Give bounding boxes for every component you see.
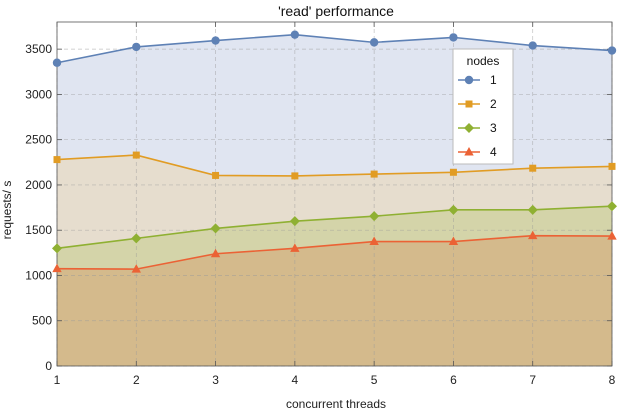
point-series-4 [448, 236, 459, 246]
point-series-3 [607, 201, 617, 212]
y-tick-label: 2000 [25, 178, 52, 192]
line-series-3 [56, 205, 613, 250]
point-series-4 [528, 230, 538, 240]
chart-title: 'read' performance [278, 3, 394, 19]
legend-label: 1 [490, 73, 497, 87]
point-series-3 [52, 243, 62, 254]
point-series-3 [448, 204, 459, 215]
point-series-3 [289, 216, 300, 227]
point-series-4 [131, 264, 141, 273]
x-axis-label: concurrent threads [286, 397, 386, 411]
point-series-3 [369, 211, 380, 222]
point-series-2 [608, 162, 616, 170]
legend-marker [464, 75, 474, 85]
y-tick-label: 1500 [25, 223, 52, 237]
point-series-3 [210, 223, 221, 234]
x-tick-label: 2 [133, 373, 140, 387]
point-series-1 [52, 58, 62, 67]
legend-marker [465, 100, 473, 108]
line-series-1 [56, 33, 613, 64]
y-axis-label: requests/ s [0, 181, 14, 240]
point-series-1 [211, 36, 220, 45]
legend-label: 4 [490, 145, 497, 159]
y-tick-label: 3000 [25, 87, 52, 101]
x-tick-label: 1 [54, 373, 61, 387]
point-series-1 [607, 46, 617, 55]
point-series-2 [212, 171, 220, 179]
point-series-1 [132, 42, 141, 52]
legend-label: 2 [490, 97, 497, 111]
x-tick-label: 6 [450, 373, 457, 387]
point-series-1 [528, 41, 537, 50]
legend-title: nodes [467, 54, 500, 68]
legend-marker [464, 147, 474, 156]
legend-marker [464, 123, 474, 133]
x-tick-label: 5 [371, 373, 378, 387]
point-series-4 [210, 248, 221, 258]
point-series-2 [370, 170, 378, 178]
point-series-3 [131, 233, 142, 244]
point-series-2 [449, 168, 457, 176]
point-series-4 [52, 263, 62, 273]
point-series-4 [290, 243, 300, 252]
legend: nodes 1 2 3 4 [452, 48, 514, 165]
y-tick-label: 1000 [25, 268, 52, 282]
x-tick-label: 7 [529, 373, 536, 387]
point-series-2 [53, 156, 61, 164]
point-series-1 [369, 38, 379, 47]
point-series-1 [449, 33, 458, 42]
point-series-2 [291, 172, 299, 180]
y-tick-label: 0 [45, 359, 52, 373]
plot-area: 0 500 1000 1500 2000 2500 3000 3500 1 2 3 4 5 6 7 8 [25, 21, 617, 387]
plot-frame [56, 21, 613, 367]
y-tick-label: 2500 [25, 133, 52, 147]
line-series-4 [56, 234, 613, 270]
y-tick-label: 3500 [25, 42, 52, 56]
legend-label: 3 [490, 121, 497, 135]
point-series-4 [607, 231, 617, 240]
point-series-1 [290, 30, 300, 39]
line-series-2 [56, 154, 613, 177]
area-series-4 [57, 235, 612, 366]
point-series-2 [132, 151, 140, 159]
point-series-3 [527, 204, 538, 215]
legend-box [452, 48, 514, 165]
x-tick-label: 3 [212, 373, 219, 387]
y-tick-label: 500 [32, 314, 52, 328]
point-series-2 [529, 164, 537, 172]
x-tick-label: 8 [609, 373, 616, 387]
point-series-4 [369, 236, 379, 246]
x-tick-label: 4 [292, 373, 299, 387]
